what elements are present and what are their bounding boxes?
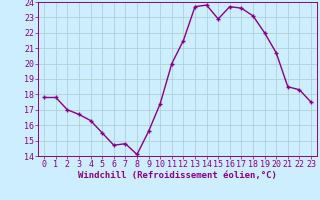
X-axis label: Windchill (Refroidissement éolien,°C): Windchill (Refroidissement éolien,°C) [78, 171, 277, 180]
